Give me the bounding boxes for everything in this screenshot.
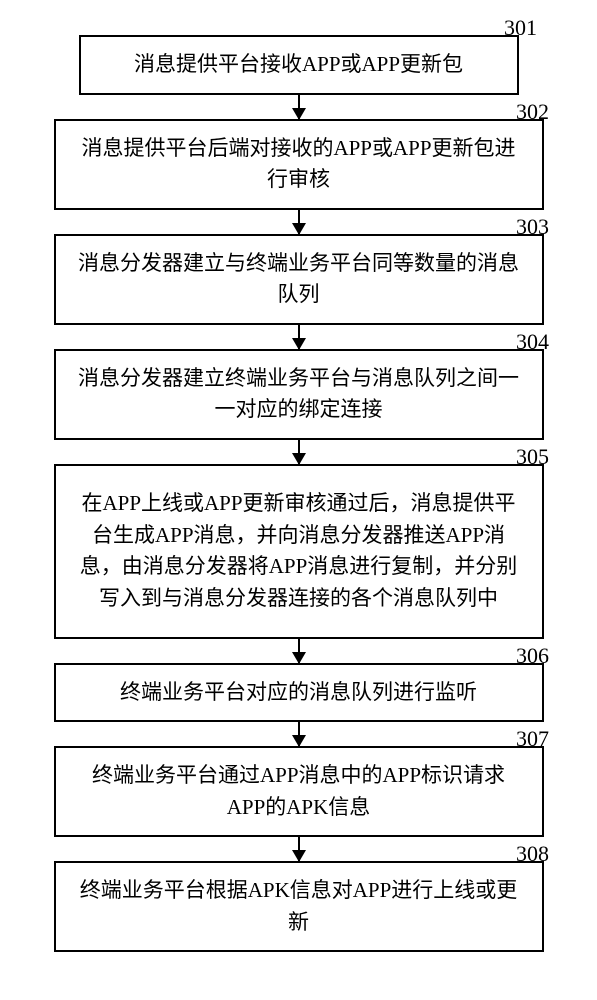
step-label-303: 303: [516, 214, 549, 240]
label-connector-306: [485, 663, 515, 665]
label-connector-303: [485, 234, 515, 236]
step-label-306: 306: [516, 643, 549, 669]
step-box-304: 消息分发器建立终端业务平台与消息队列之间一一对应的绑定连接: [54, 349, 544, 440]
step-box-306: 终端业务平台对应的消息队列进行监听: [54, 663, 544, 723]
step-303: 303消息分发器建立与终端业务平台同等数量的消息队列: [0, 234, 597, 325]
step-box-302: 消息提供平台后端对接收的APP或APP更新包进行审核: [54, 119, 544, 210]
step-box-301: 消息提供平台接收APP或APP更新包: [79, 35, 519, 95]
step-308: 308终端业务平台根据APK信息对APP进行上线或更新: [0, 861, 597, 952]
step-label-305: 305: [516, 444, 549, 470]
step-label-304: 304: [516, 329, 549, 355]
arrow-302: [298, 210, 300, 234]
step-305: 305在APP上线或APP更新审核通过后，消息提供平台生成APP消息，并向消息分…: [0, 464, 597, 639]
arrow-305: [298, 639, 300, 663]
step-label-308: 308: [516, 841, 549, 867]
label-connector-302: [485, 119, 515, 121]
label-connector-301: [467, 35, 505, 37]
step-301: 301消息提供平台接收APP或APP更新包: [0, 35, 597, 95]
step-label-301: 301: [504, 15, 537, 41]
label-connector-304: [485, 349, 515, 351]
step-label-302: 302: [516, 99, 549, 125]
step-box-308: 终端业务平台根据APK信息对APP进行上线或更新: [54, 861, 544, 952]
arrow-307: [298, 837, 300, 861]
label-connector-307: [485, 746, 515, 748]
step-302: 302消息提供平台后端对接收的APP或APP更新包进行审核: [0, 119, 597, 210]
arrow-306: [298, 722, 300, 746]
step-307: 307终端业务平台通过APP消息中的APP标识请求APP的APK信息: [0, 746, 597, 837]
label-connector-308: [485, 861, 515, 863]
step-box-305: 在APP上线或APP更新审核通过后，消息提供平台生成APP消息，并向消息分发器推…: [54, 464, 544, 639]
step-304: 304消息分发器建立终端业务平台与消息队列之间一一对应的绑定连接: [0, 349, 597, 440]
flowchart-container: 301消息提供平台接收APP或APP更新包 302消息提供平台后端对接收的APP或…: [0, 35, 597, 952]
arrow-303: [298, 325, 300, 349]
label-connector-305: [485, 464, 515, 466]
step-label-307: 307: [516, 726, 549, 752]
arrow-304: [298, 440, 300, 464]
arrow-301: [298, 95, 300, 119]
step-box-303: 消息分发器建立与终端业务平台同等数量的消息队列: [54, 234, 544, 325]
step-box-307: 终端业务平台通过APP消息中的APP标识请求APP的APK信息: [54, 746, 544, 837]
step-306: 306终端业务平台对应的消息队列进行监听: [0, 663, 597, 723]
